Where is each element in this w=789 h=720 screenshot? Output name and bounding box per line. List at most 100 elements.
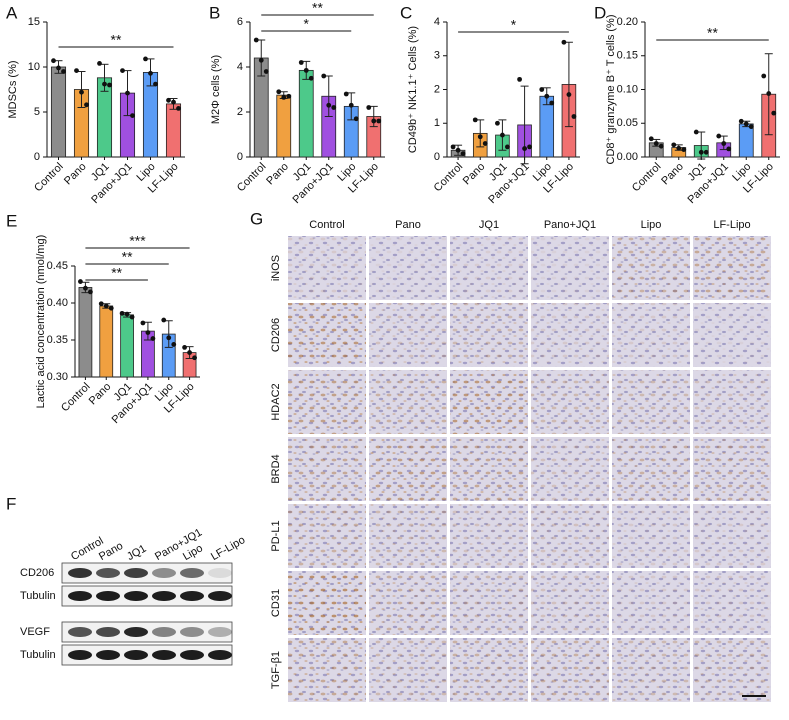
blot-band: [180, 591, 204, 601]
blot-row-label: Tubulin: [20, 590, 56, 602]
significance-label: **: [111, 32, 122, 48]
data-point: [472, 117, 478, 123]
blot-band: [208, 568, 232, 578]
y-tick-label: 0: [434, 151, 440, 163]
y-tick-label: 2: [434, 83, 440, 95]
blot-band: [152, 568, 176, 578]
ihc-stain: [531, 303, 609, 367]
x-tick-label: Pano: [264, 161, 291, 188]
data-point: [79, 89, 84, 95]
ihc-row-label: HDAC2: [270, 383, 282, 420]
blot-column-label: LF-Lipo: [209, 534, 247, 563]
panel-label: G: [250, 209, 263, 228]
blot-band: [124, 627, 148, 637]
ihc-stain: [450, 370, 528, 434]
ihc-stain: [450, 504, 528, 568]
ihc-stain: [531, 370, 609, 434]
data-point: [108, 305, 114, 311]
bar: [99, 305, 114, 378]
blot-band: [180, 627, 204, 637]
data-point: [482, 141, 488, 146]
data-point: [761, 73, 767, 79]
data-point: [148, 70, 153, 76]
data-point: [326, 102, 332, 108]
panel-label: D: [594, 3, 606, 22]
significance-label: **: [707, 25, 718, 41]
ihc-column-label: Pano: [395, 219, 421, 231]
blot-band: [152, 591, 176, 601]
blot-band: [68, 591, 92, 601]
ihc-column-label: Lipo: [641, 219, 662, 231]
y-tick-label: 5: [34, 106, 40, 118]
ihc-stain: [693, 236, 771, 300]
blot-band: [208, 627, 232, 637]
panel-label: E: [6, 211, 17, 230]
data-point: [171, 99, 176, 105]
blot-band: [152, 650, 176, 660]
data-point: [176, 106, 181, 111]
ihc-row-label: CD31: [270, 589, 282, 617]
blot-band: [124, 568, 148, 578]
data-point: [192, 355, 197, 361]
panel-label: A: [6, 3, 18, 22]
data-point: [505, 144, 510, 150]
data-point: [726, 146, 732, 152]
y-tick-label: 0.15: [617, 50, 638, 62]
y-axis-title: CD49b⁺ NK1.1⁺ Cells (%): [407, 26, 419, 153]
y-tick-label: 0.10: [617, 83, 638, 95]
data-point: [187, 350, 192, 355]
x-tick-label: Control: [432, 161, 466, 195]
ihc-stain: [369, 236, 447, 300]
blot-band: [96, 650, 120, 660]
data-point: [286, 93, 292, 99]
data-point: [676, 145, 682, 151]
ihc-stain: [531, 236, 609, 300]
ihc-stain: [288, 236, 366, 300]
ihc-stain: [612, 638, 690, 702]
data-point: [125, 90, 130, 96]
y-tick-label: 0: [237, 151, 243, 163]
data-point: [460, 151, 466, 157]
data-point: [376, 118, 382, 124]
significance-label: **: [111, 265, 122, 281]
panel-label: F: [6, 494, 16, 513]
blot-band: [96, 568, 120, 578]
blot-band: [208, 591, 232, 601]
ihc-stain: [531, 504, 609, 568]
data-point: [455, 147, 461, 153]
y-tick-label: 0.20: [617, 16, 638, 28]
data-point: [308, 75, 314, 81]
ihc-stain: [288, 571, 366, 635]
ihc-stain: [288, 437, 366, 501]
blot-band: [124, 650, 148, 660]
ihc-stain: [369, 303, 447, 367]
data-point: [517, 76, 522, 82]
data-point: [281, 94, 287, 100]
data-point: [102, 81, 107, 87]
y-tick-label: 0: [34, 151, 40, 163]
data-point: [658, 143, 664, 149]
blot-band: [180, 568, 204, 578]
y-tick-label: 2: [237, 106, 243, 118]
data-point: [143, 56, 148, 62]
ihc-row-label: CD206: [270, 318, 282, 352]
y-tick-label: 4: [237, 61, 243, 73]
ihc-column-label: Pano+JQ1: [544, 219, 596, 231]
ihc-row-label: iNOS: [270, 255, 282, 281]
ihc-stain: [450, 437, 528, 501]
data-point: [263, 69, 269, 74]
data-point: [703, 149, 709, 155]
bar: [120, 314, 134, 378]
panel-label: C: [400, 3, 412, 22]
data-point: [51, 58, 56, 64]
data-point: [450, 144, 456, 150]
data-point: [98, 301, 104, 307]
data-point: [571, 114, 577, 119]
data-point: [544, 93, 550, 99]
blot-band: [68, 568, 92, 578]
y-tick-label: 3: [434, 50, 440, 62]
data-point: [500, 132, 505, 138]
x-tick-label: Control: [32, 161, 66, 195]
blot-column-label: JQ1: [125, 543, 148, 563]
